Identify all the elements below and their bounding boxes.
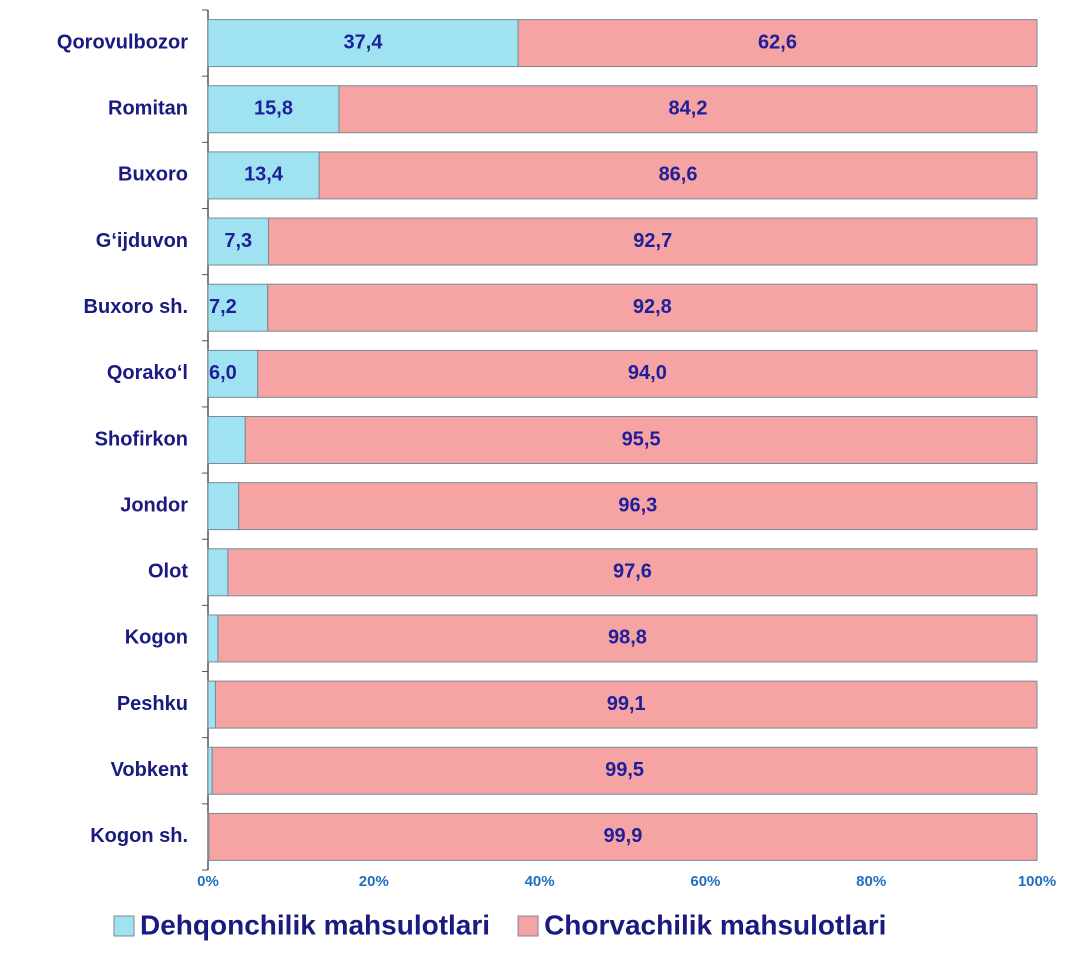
data-label: 95,5 — [622, 428, 661, 450]
bar-segment — [207, 548, 229, 597]
x-tick-label: 60% — [690, 873, 720, 890]
category-label: Olot — [148, 561, 188, 583]
legend-swatch — [113, 915, 135, 937]
data-label: 92,7 — [633, 230, 672, 252]
bar-segment — [338, 85, 1038, 134]
category-label: Qorovulbozor — [57, 31, 188, 53]
data-label: 62,6 — [758, 31, 797, 53]
data-label: 98,8 — [608, 627, 647, 649]
bar-segment — [208, 812, 1038, 861]
data-label: 37,4 — [344, 31, 384, 53]
bar-segment — [211, 746, 1038, 795]
data-label: 99,5 — [605, 759, 644, 781]
bar-segment — [318, 151, 1038, 200]
bar-segment — [207, 349, 259, 398]
data-label: 13,4 — [244, 164, 284, 186]
category-label: Romitan — [108, 98, 188, 120]
bar-segment — [238, 482, 1038, 531]
category-label: Qorako‘l — [107, 362, 188, 384]
bar-segment — [207, 482, 240, 531]
bar-segment — [217, 614, 1038, 663]
category-label: Kogon sh. — [90, 825, 188, 847]
legend-swatch — [517, 915, 539, 937]
bar-segment — [207, 283, 269, 332]
bar-segment — [268, 217, 1038, 266]
category-label: Kogon — [125, 627, 188, 649]
bar-segment — [517, 19, 1038, 68]
bar-segment — [244, 416, 1038, 464]
x-tick-label: 100% — [1018, 873, 1056, 890]
bar-segment — [207, 680, 216, 729]
bar-segment — [214, 680, 1038, 729]
bar-segment — [207, 151, 320, 200]
category-label: Shofirkon — [95, 428, 188, 450]
category-label: G‘ijduvon — [96, 230, 188, 252]
data-label: 7,2 — [209, 296, 237, 318]
bar-segment — [207, 19, 519, 68]
category-label: Vobkent — [111, 759, 189, 781]
data-label: 94,0 — [628, 362, 667, 384]
data-label: 99,1 — [607, 693, 646, 715]
data-label: 96,3 — [618, 494, 657, 516]
bar-segment — [227, 548, 1038, 597]
x-tick-label: 0% — [197, 873, 219, 890]
data-label: 15,8 — [254, 98, 293, 120]
data-label: 6,0 — [209, 362, 237, 384]
bar-segment — [207, 85, 340, 134]
data-label: 7,3 — [224, 230, 252, 252]
category-label: Buxoro sh. — [84, 296, 188, 318]
x-tick-label: 80% — [856, 873, 886, 890]
data-label: 97,6 — [613, 561, 652, 583]
legend-label: Chorvachilik mahsulotlari — [544, 909, 886, 940]
bar-segment — [267, 283, 1038, 332]
category-label: Buxoro — [118, 164, 188, 186]
bar-segment — [207, 614, 219, 663]
bar-segment — [207, 217, 270, 266]
data-label: 92,8 — [633, 296, 672, 318]
bar-segment — [207, 746, 213, 795]
bar-segment — [207, 416, 246, 464]
category-label: Peshku — [117, 693, 188, 715]
data-label: 84,2 — [669, 98, 708, 120]
data-label: 86,6 — [659, 164, 698, 186]
legend-label: Dehqonchilik mahsulotlari — [140, 909, 490, 940]
category-label: Jondor — [120, 494, 188, 516]
bar-segment — [257, 349, 1038, 398]
data-label: 99,9 — [603, 825, 642, 847]
x-tick-label: 40% — [525, 873, 555, 890]
x-tick-label: 20% — [359, 873, 389, 890]
